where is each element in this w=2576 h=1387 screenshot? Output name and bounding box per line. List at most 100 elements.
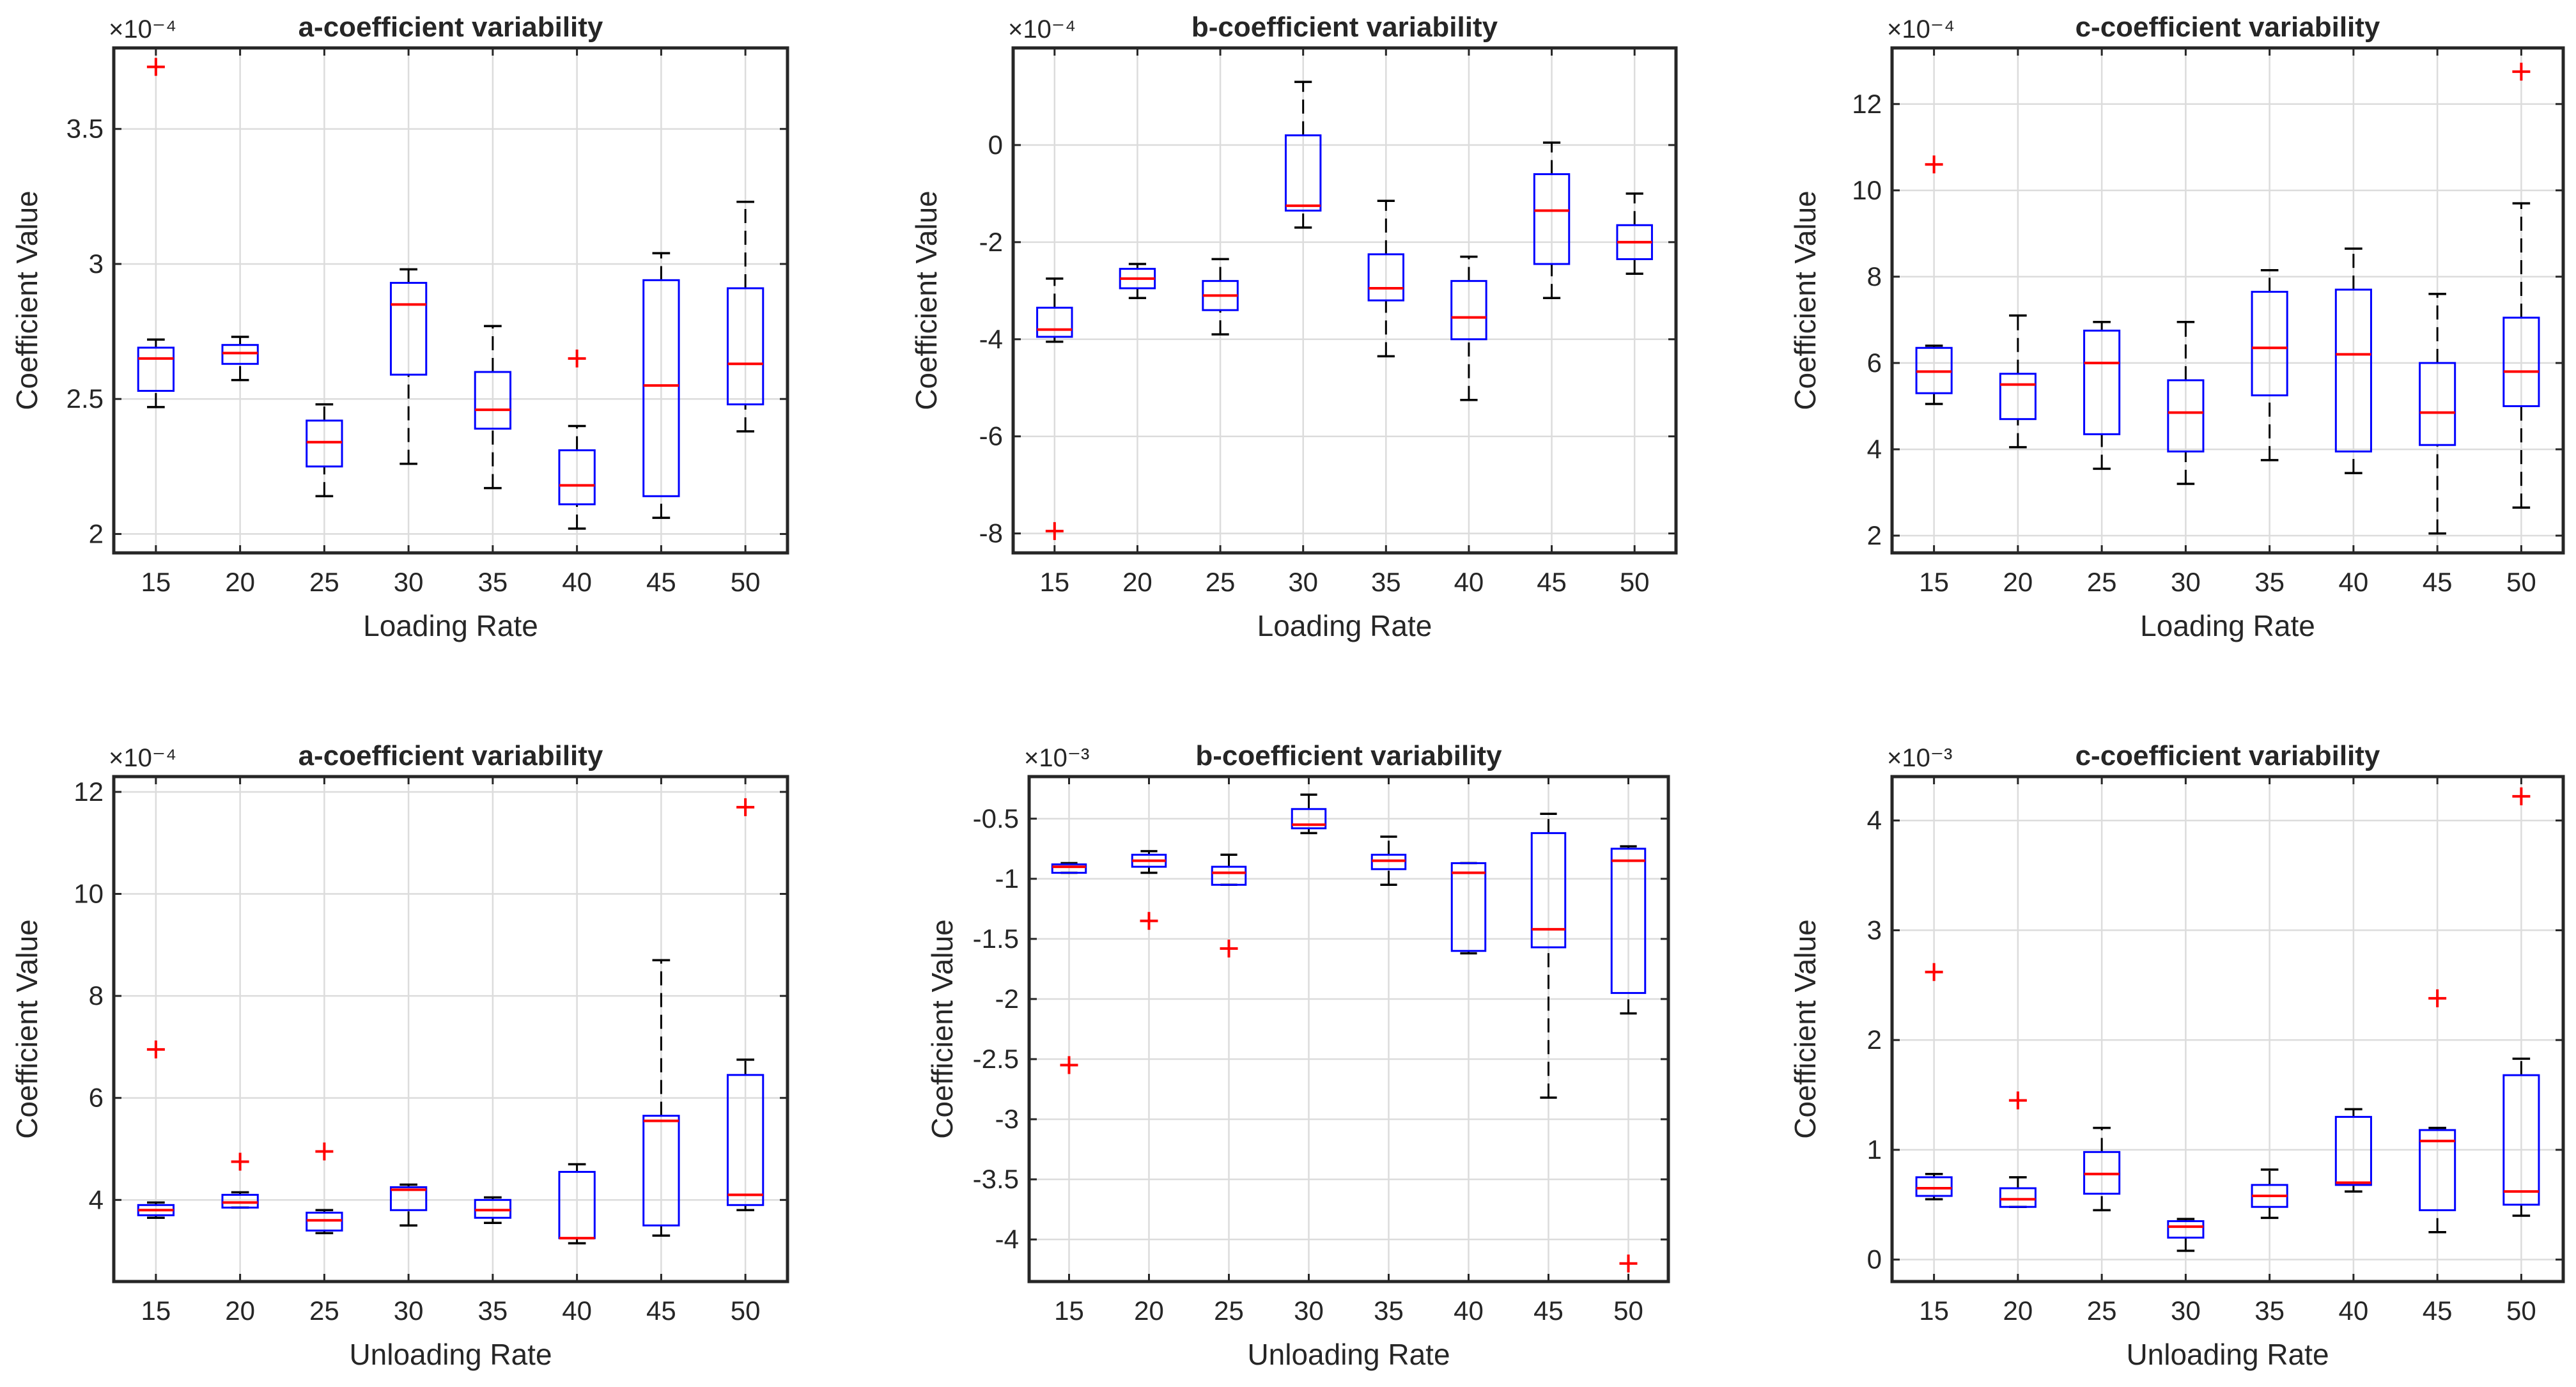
x-tick-label: 30 — [1288, 567, 1318, 597]
outlier-marker — [2512, 63, 2531, 81]
y-tick-label: 12 — [1852, 89, 1882, 119]
box-iqr — [558, 449, 596, 506]
outlier-marker — [1140, 911, 1158, 930]
box-iqr — [389, 282, 428, 376]
y-tick-label: -0.5 — [973, 803, 1019, 833]
x-tick-label: 35 — [2254, 1296, 2285, 1326]
x-tick-label: 20 — [2003, 1296, 2033, 1326]
box-iqr — [137, 346, 175, 392]
axes-frame — [1011, 46, 1678, 555]
y-tick-label: 8 — [89, 980, 104, 1011]
y-tick-label: -4 — [995, 1224, 1019, 1254]
x-tick-label: 50 — [731, 1296, 761, 1326]
box-iqr — [1291, 808, 1327, 830]
x-tick-label: 30 — [2171, 1296, 2201, 1326]
outlier-marker — [231, 1152, 249, 1171]
y-tick-label: -2 — [995, 984, 1019, 1014]
box-iqr — [474, 371, 512, 430]
axes-frame — [1890, 46, 2565, 555]
box-iqr — [1284, 134, 1322, 212]
x-tick-label: 20 — [1134, 1296, 1164, 1326]
x-tick-label: 20 — [225, 1296, 255, 1326]
x-axis-label: Unloading Rate — [349, 1338, 552, 1371]
x-tick-label: 30 — [2171, 567, 2201, 597]
axes-frame — [112, 775, 789, 1283]
x-tick-label: 25 — [309, 567, 339, 597]
box-iqr — [306, 419, 343, 468]
chart-title: c-coefficient variability — [2076, 12, 2380, 43]
axis-exponent-label: ×10⁻³ — [1024, 744, 1089, 772]
plot-area — [114, 48, 788, 553]
box-iqr — [2502, 1074, 2540, 1206]
y-tick-label: 6 — [89, 1083, 104, 1113]
axes-frame — [112, 46, 789, 555]
box-iqr — [1367, 253, 1405, 302]
x-tick-label: 25 — [2087, 567, 2117, 597]
axis-exponent-label: ×10⁻³ — [1887, 744, 1952, 772]
x-tick-label: 40 — [2339, 1296, 2369, 1326]
plot-area — [114, 777, 788, 1282]
x-axis-label: Unloading Rate — [1247, 1338, 1450, 1371]
y-tick-label: 3 — [89, 249, 104, 279]
box-iqr — [726, 1074, 764, 1206]
box-iqr — [221, 344, 259, 365]
x-tick-label: 15 — [1054, 1296, 1084, 1326]
plot-area — [1029, 777, 1668, 1282]
y-axis-label: Coefficient Value — [1788, 190, 1822, 410]
y-axis-label: Coefficient Value — [10, 190, 43, 410]
outlier-marker — [1220, 939, 1238, 957]
x-tick-label: 50 — [731, 567, 761, 597]
y-axis-label: Coefficient Value — [910, 190, 943, 410]
y-tick-label: 3 — [1867, 915, 1882, 945]
y-tick-label: 2 — [1867, 520, 1882, 550]
box-iqr — [2419, 1129, 2456, 1211]
outlier-marker — [1045, 522, 1064, 540]
x-tick-label: 45 — [2423, 1296, 2453, 1326]
outlier-marker — [2512, 787, 2531, 805]
panel-loading-a: 2 2.5 3 3.5 15 20 25 30 35 40 45 50 ×10⁻⁴ a-coefficie… — [10, 12, 789, 642]
chart-title: b-coefficient variability — [1195, 740, 1502, 771]
y-tick-label: 4 — [1867, 805, 1882, 835]
outlier-marker — [736, 798, 755, 816]
x-tick-label: 35 — [1374, 1296, 1404, 1326]
x-tick-label: 15 — [1919, 1296, 1949, 1326]
box-iqr — [1610, 848, 1647, 995]
x-tick-label: 40 — [1454, 1296, 1484, 1326]
panel-loading-b: -8 -6 -4 -2 0 15 20 25 30 35 40 45 50 ×10⁻⁴ b-coeffici… — [910, 12, 1678, 642]
outlier-marker — [568, 349, 586, 368]
axis-exponent-label: ×10⁻⁴ — [109, 744, 176, 772]
y-tick-label: 1 — [1867, 1135, 1882, 1165]
x-tick-label: 40 — [1454, 567, 1484, 597]
x-tick-label: 40 — [562, 1296, 592, 1326]
outlier-marker — [315, 1142, 334, 1161]
outlier-marker — [146, 58, 165, 76]
y-tick-label: -2 — [979, 227, 1003, 257]
box-iqr — [1051, 863, 1087, 874]
outlier-marker — [1925, 155, 1943, 174]
y-tick-label: 2 — [1867, 1025, 1882, 1055]
outlier-marker — [2008, 1091, 2027, 1110]
y-tick-label: 4 — [1867, 434, 1882, 464]
axes-frame — [1890, 775, 2565, 1283]
panel-unloading-c: 0 1 2 3 4 15 20 25 30 35 40 45 50 ×10⁻³ c-coefficient … — [1788, 740, 2565, 1371]
box-iqr — [642, 279, 680, 497]
x-tick-label: 25 — [1214, 1296, 1244, 1326]
y-tick-label: 10 — [74, 879, 104, 909]
box-iqr — [389, 1186, 428, 1211]
box-iqr — [2251, 290, 2288, 397]
outlier-marker — [1925, 963, 1943, 981]
y-axis-label: Coefficient Value — [1788, 919, 1822, 1139]
x-tick-label: 35 — [1371, 567, 1401, 597]
outlier-marker — [1619, 1254, 1638, 1273]
panel-unloading-b: -4 -3.5 -3 -2.5 -2 -1.5 -1 -0.5 15 20 25 30 35 40 45 50… — [926, 740, 1670, 1371]
x-tick-label: 35 — [478, 567, 508, 597]
y-tick-label: 4 — [89, 1184, 104, 1214]
y-tick-label: 6 — [1867, 348, 1882, 378]
y-tick-label: -3 — [995, 1104, 1019, 1134]
outlier-marker — [1060, 1056, 1078, 1074]
x-tick-label: 50 — [2506, 1296, 2536, 1326]
x-tick-label: 20 — [1122, 567, 1152, 597]
y-tick-label: 10 — [1852, 175, 1882, 205]
x-tick-label: 30 — [394, 567, 424, 597]
